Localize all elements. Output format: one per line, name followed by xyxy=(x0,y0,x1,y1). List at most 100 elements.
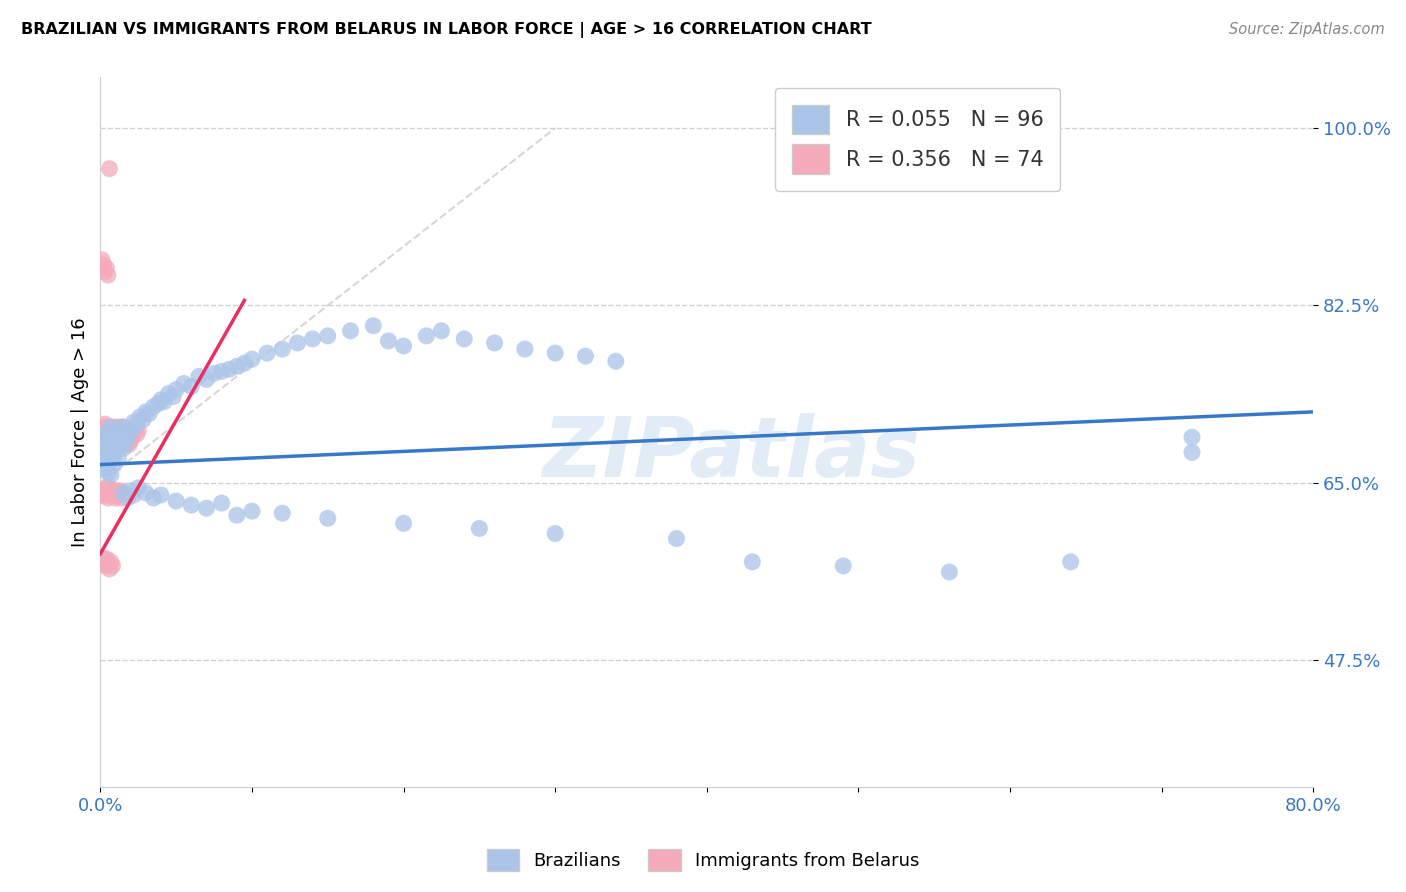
Point xyxy=(115,430,138,444)
Point xyxy=(138,407,160,421)
Point xyxy=(103,437,125,451)
Point xyxy=(90,425,112,439)
Point xyxy=(233,356,256,370)
Point xyxy=(211,364,233,378)
Point xyxy=(96,551,118,566)
Point xyxy=(97,430,120,444)
Point xyxy=(94,417,117,431)
Point xyxy=(114,441,136,455)
Point xyxy=(98,427,121,442)
Point xyxy=(132,413,155,427)
Point xyxy=(90,488,112,502)
Point xyxy=(107,450,129,465)
Point xyxy=(741,555,763,569)
Point xyxy=(108,430,131,444)
Point xyxy=(832,558,855,573)
Point xyxy=(110,434,132,448)
Point xyxy=(98,437,121,451)
Point xyxy=(90,445,112,459)
Point xyxy=(110,491,132,505)
Point xyxy=(150,392,173,407)
Point xyxy=(316,329,339,343)
Point xyxy=(100,555,122,569)
Point xyxy=(90,252,112,267)
Point xyxy=(112,486,135,500)
Point xyxy=(125,427,148,442)
Point xyxy=(157,386,180,401)
Point xyxy=(108,420,131,434)
Legend: Brazilians, Immigrants from Belarus: Brazilians, Immigrants from Belarus xyxy=(479,842,927,879)
Point xyxy=(93,551,115,566)
Point xyxy=(93,430,115,444)
Point xyxy=(225,508,247,523)
Point xyxy=(256,346,278,360)
Point xyxy=(225,359,247,374)
Point xyxy=(97,466,120,480)
Point xyxy=(1181,445,1204,459)
Point xyxy=(103,427,125,442)
Point xyxy=(97,420,120,434)
Y-axis label: In Labor Force | Age > 16: In Labor Force | Age > 16 xyxy=(72,318,89,547)
Point xyxy=(118,427,141,442)
Point xyxy=(125,417,148,431)
Point xyxy=(94,265,117,279)
Point xyxy=(574,349,596,363)
Point xyxy=(135,405,157,419)
Point xyxy=(124,420,146,434)
Point xyxy=(103,483,125,498)
Point xyxy=(415,329,437,343)
Point xyxy=(938,565,960,579)
Point xyxy=(96,481,118,495)
Point xyxy=(93,483,115,498)
Point xyxy=(104,425,127,439)
Point xyxy=(94,427,117,442)
Point xyxy=(98,562,121,576)
Point xyxy=(110,425,132,439)
Point xyxy=(104,434,127,448)
Point xyxy=(96,423,118,437)
Point xyxy=(100,434,122,448)
Point xyxy=(120,483,142,498)
Point xyxy=(98,481,121,495)
Point xyxy=(180,379,202,393)
Point xyxy=(94,488,117,502)
Legend: R = 0.055   N = 96, R = 0.356   N = 74: R = 0.055 N = 96, R = 0.356 N = 74 xyxy=(775,87,1060,191)
Point xyxy=(98,161,121,176)
Point xyxy=(120,434,142,448)
Point xyxy=(513,342,536,356)
Point xyxy=(114,435,136,450)
Point xyxy=(484,335,506,350)
Point xyxy=(93,420,115,434)
Point xyxy=(468,521,491,535)
Point xyxy=(110,434,132,448)
Point xyxy=(104,491,127,505)
Point xyxy=(665,532,688,546)
Point xyxy=(93,453,115,467)
Point xyxy=(150,488,173,502)
Point xyxy=(90,557,112,571)
Point xyxy=(392,339,415,353)
Point xyxy=(142,491,165,505)
Point xyxy=(127,423,149,437)
Point xyxy=(195,501,218,516)
Point xyxy=(108,437,131,451)
Point xyxy=(96,447,118,461)
Point xyxy=(117,491,139,505)
Point xyxy=(105,420,128,434)
Point xyxy=(101,435,124,450)
Point xyxy=(377,334,399,348)
Point xyxy=(104,445,127,459)
Text: BRAZILIAN VS IMMIGRANTS FROM BELARUS IN LABOR FORCE | AGE > 16 CORRELATION CHART: BRAZILIAN VS IMMIGRANTS FROM BELARUS IN … xyxy=(21,22,872,38)
Point xyxy=(117,430,139,444)
Point xyxy=(105,441,128,455)
Point xyxy=(108,483,131,498)
Point xyxy=(97,268,120,282)
Point xyxy=(107,427,129,442)
Point xyxy=(112,420,135,434)
Point xyxy=(301,332,323,346)
Point xyxy=(339,324,361,338)
Point xyxy=(117,425,139,439)
Point xyxy=(96,434,118,448)
Point xyxy=(211,496,233,510)
Point xyxy=(98,430,121,444)
